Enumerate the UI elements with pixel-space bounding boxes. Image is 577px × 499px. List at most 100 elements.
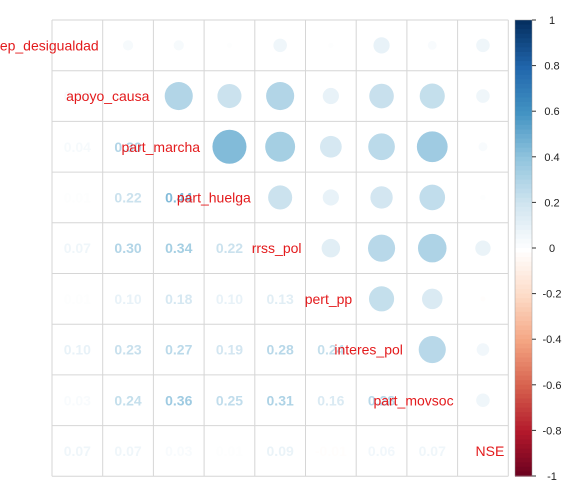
corr-value: 0.07 (114, 443, 141, 459)
colorbar-segment (515, 393, 532, 400)
colorbar-segment (515, 206, 532, 213)
colorbar-segment (515, 371, 532, 377)
colorbar-segment (515, 238, 532, 245)
colorbar-tick-label: 0 (549, 243, 555, 255)
corr-circle (273, 38, 287, 53)
colorbar-segment (515, 293, 532, 299)
corr-value: 0.34 (165, 240, 192, 256)
colorbar-segment (515, 243, 532, 249)
corr-value: 0.44 (165, 189, 192, 205)
corr-value: 0.13 (267, 291, 294, 307)
corr-value: 0.01 (64, 291, 91, 307)
corr-value: 0.27 (165, 342, 192, 358)
corr-circle (419, 83, 445, 109)
corr-circle (475, 240, 491, 256)
colorbar-segment (515, 284, 532, 290)
colorbar-segment (515, 106, 532, 112)
corr-value: 0.28 (267, 342, 294, 358)
corr-circle (226, 42, 233, 48)
corr-value: 0.03 (165, 443, 192, 459)
corr-value: 0.09 (267, 443, 294, 459)
variable-label: part_movsoc (373, 392, 453, 408)
colorbar-segment (515, 279, 532, 286)
colorbar-segment (515, 156, 532, 162)
corr-value: 0.22 (114, 189, 141, 205)
corr-circle (476, 343, 490, 356)
colorbar-segment (515, 202, 532, 208)
colorbar-segment (515, 257, 532, 263)
colorbar-segment (515, 165, 532, 172)
colorbar-segment (515, 439, 532, 445)
colorbar-tick-label: 1 (549, 15, 555, 27)
corr-circle (480, 194, 486, 201)
corr-circle (319, 135, 342, 158)
colorbar-segment (515, 152, 532, 158)
colorbar-segment (515, 220, 532, 226)
colorbar-segment (515, 389, 532, 395)
corr-value: 0.07 (64, 240, 91, 256)
colorbar-segment (515, 453, 532, 459)
corr-value: 0.03 (64, 392, 91, 408)
colorbar-segment (515, 275, 532, 281)
colorbar-tick-label: -0.4 (543, 334, 562, 346)
colorbar-segment (515, 138, 532, 144)
colorbar-segment (515, 179, 532, 185)
corr-value: 0.06 (368, 443, 395, 459)
colorbar-segment (515, 325, 532, 331)
colorbar-segment (515, 211, 532, 217)
corr-value: 0.30 (114, 139, 141, 155)
corr-circle (419, 184, 446, 211)
colorbar-segment (515, 111, 532, 117)
corr-value: 0.10 (216, 291, 243, 307)
colorbar-segment (515, 74, 532, 80)
grid-lines (51, 19, 509, 477)
variable-label: NSE (476, 443, 505, 459)
corr-value: 0.01 (216, 443, 243, 459)
corr-value: 0.07 (64, 443, 91, 459)
colorbar-segment (515, 330, 532, 336)
corr-circle (322, 87, 339, 105)
colorbar-segment (515, 65, 532, 71)
corr-value: 0.24 (317, 342, 344, 358)
colorbar-segment (515, 115, 532, 121)
colorbar-segment (515, 56, 532, 62)
colorbar-segment (515, 348, 532, 354)
colorbar-segment (515, 193, 532, 199)
corr-value: 0.22 (216, 240, 243, 256)
colorbar-segment (515, 79, 532, 85)
colorbar-segment (515, 407, 532, 413)
colorbar-tick-label: -0.8 (543, 425, 562, 437)
corr-circle (476, 38, 490, 53)
corr-value: 0.25 (216, 392, 243, 408)
colorbar-tick-label: 0.4 (544, 152, 559, 164)
colorbar-segment (515, 430, 532, 436)
corr-value: 0.07 (419, 443, 446, 459)
colorbar-segment (515, 270, 532, 276)
corr-circle (418, 335, 446, 364)
corr-value: 0.24 (114, 392, 141, 408)
corr-value: 0.10 (64, 342, 91, 358)
corr-circle (322, 189, 339, 206)
corr-value: 0.10 (114, 291, 141, 307)
corr-circle (421, 288, 443, 310)
colorbar-segment (515, 311, 532, 317)
corr-circle (480, 296, 486, 302)
colorbar-segment (515, 471, 532, 477)
colorbar-segment (515, 234, 532, 240)
corr-circle (122, 40, 134, 51)
corr-circle (321, 238, 341, 258)
corr-value: 0.04 (64, 88, 91, 104)
colorbar-segment (515, 289, 532, 295)
corr-circle (416, 131, 448, 163)
corr-circle (268, 185, 293, 210)
colorbar-segment (515, 92, 532, 99)
corr-circle (368, 133, 395, 161)
colorbar-segment (515, 248, 532, 254)
colorbar-segment (515, 366, 532, 372)
colorbar-segment (515, 416, 532, 422)
corr-value: -0.01 (315, 443, 347, 459)
colorbar-segment (515, 316, 532, 322)
variable-label: apoyo_causa (66, 88, 150, 104)
corr-circle (328, 42, 334, 48)
